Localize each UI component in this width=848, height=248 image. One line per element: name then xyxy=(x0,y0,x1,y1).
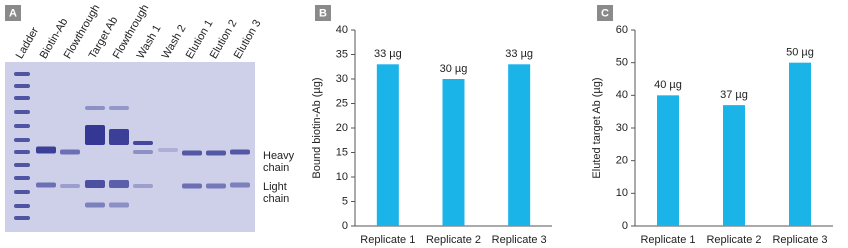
ladder-band xyxy=(14,190,30,194)
y-tick-label: 30 xyxy=(616,122,628,134)
bar xyxy=(508,64,531,226)
gel-band xyxy=(182,150,202,156)
y-tick-label: 10 xyxy=(336,171,348,183)
gel-band xyxy=(182,183,202,189)
gel-band xyxy=(133,184,153,188)
x-tick-label: Replicate 2 xyxy=(426,234,481,246)
panel-label: C xyxy=(601,7,609,19)
light-chain-label: Light chain xyxy=(263,181,290,205)
gel-band xyxy=(109,202,129,208)
value-label: 30 µg xyxy=(440,63,468,75)
gel-band xyxy=(85,106,105,110)
ladder-band xyxy=(14,150,30,154)
panel-badge xyxy=(597,5,613,21)
gel-bands xyxy=(14,72,250,220)
ladder-band xyxy=(14,84,30,88)
ladder-band xyxy=(14,124,30,128)
ladder-band xyxy=(14,138,30,142)
gel-band xyxy=(85,180,105,188)
gel-band xyxy=(60,149,80,155)
y-tick-label: 60 xyxy=(616,24,628,36)
value-label: 37 µg xyxy=(720,89,748,101)
ladder-band xyxy=(14,96,30,100)
gel-band xyxy=(85,202,105,208)
gel-band xyxy=(36,146,56,154)
y-tick-label: 10 xyxy=(616,187,628,199)
ladder-band xyxy=(14,204,30,208)
ladder-band xyxy=(14,216,30,220)
gel-band xyxy=(36,182,56,188)
y-axis-title: Bound biotin-Ab (µg) xyxy=(311,77,323,178)
y-tick-label: 40 xyxy=(336,24,348,36)
gel-band xyxy=(230,149,250,155)
gel-band xyxy=(206,183,226,189)
gel-band xyxy=(230,182,250,188)
panel-badge xyxy=(315,5,331,21)
ladder-band xyxy=(14,72,30,76)
gel-band xyxy=(206,150,226,156)
y-tick-label: 50 xyxy=(616,57,628,69)
ladder-band xyxy=(14,110,30,114)
gel-band xyxy=(158,148,178,152)
y-tick-label: 20 xyxy=(336,122,348,134)
ladder-band xyxy=(14,176,30,180)
gel-band xyxy=(109,106,129,110)
bar xyxy=(376,64,399,226)
y-tick-label: 0 xyxy=(622,220,628,232)
x-tick-label: Replicate 3 xyxy=(772,234,827,246)
gel-band xyxy=(60,184,80,188)
y-tick-label: 20 xyxy=(616,155,628,167)
y-tick-label: 30 xyxy=(336,73,348,85)
y-tick-label: 25 xyxy=(336,97,348,109)
gel-band xyxy=(133,150,153,154)
bar xyxy=(789,62,811,226)
y-tick-label: 0 xyxy=(342,220,348,232)
gel-band xyxy=(109,129,129,145)
panel-badge xyxy=(5,5,21,21)
y-tick-label: 15 xyxy=(336,146,348,158)
y-tick-label: 35 xyxy=(336,48,348,60)
value-label: 33 µg xyxy=(505,48,533,60)
x-tick-label: Replicate 3 xyxy=(492,234,547,246)
panel-label: A xyxy=(9,7,17,19)
value-label: 50 µg xyxy=(786,47,814,59)
x-tick-label: Replicate 1 xyxy=(360,234,415,246)
bar xyxy=(442,79,465,226)
heavy-chain-label: Heavy chain xyxy=(263,150,295,174)
gel-band xyxy=(109,180,129,188)
y-tick-label: 40 xyxy=(616,89,628,101)
x-tick-label: Replicate 2 xyxy=(706,234,761,246)
gel-band xyxy=(133,141,153,145)
y-tick-label: 5 xyxy=(342,195,348,207)
x-tick-label: Replicate 1 xyxy=(640,234,695,246)
value-label: 33 µg xyxy=(374,48,402,60)
panel-label: B xyxy=(319,7,327,19)
value-label: 40 µg xyxy=(654,79,682,91)
bar xyxy=(657,95,679,226)
bar xyxy=(723,105,745,226)
ladder-band xyxy=(14,163,30,167)
gel-band xyxy=(85,125,105,145)
y-axis-title: Eluted target Ab (µg) xyxy=(591,77,603,178)
